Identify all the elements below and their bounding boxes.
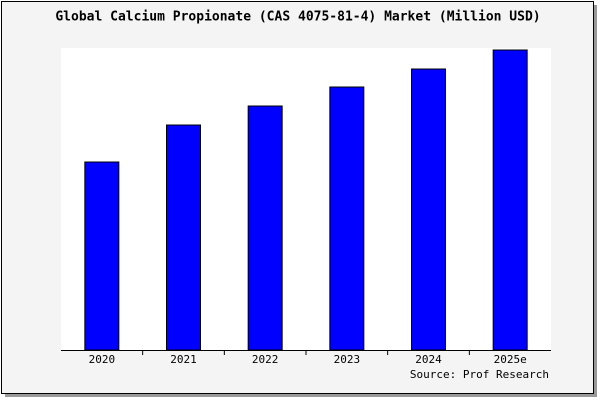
x-tick-label: 2024 [415,353,442,366]
x-tick-label: 2020 [89,353,116,366]
x-tick-label: 2021 [170,353,197,366]
bar [247,105,283,351]
plot-area [61,48,551,350]
bar [492,49,528,351]
bar [84,161,120,351]
x-tick-label: 2022 [252,353,279,366]
bar [166,124,201,351]
bar [329,86,365,351]
chart-title: Global Calcium Propionate (CAS 4075-81-4… [55,10,540,25]
bar [411,68,446,351]
x-tick-label: 2025e [494,353,527,366]
x-tick-label: 2023 [334,353,361,366]
source-note: Source: Prof Research [410,368,549,381]
